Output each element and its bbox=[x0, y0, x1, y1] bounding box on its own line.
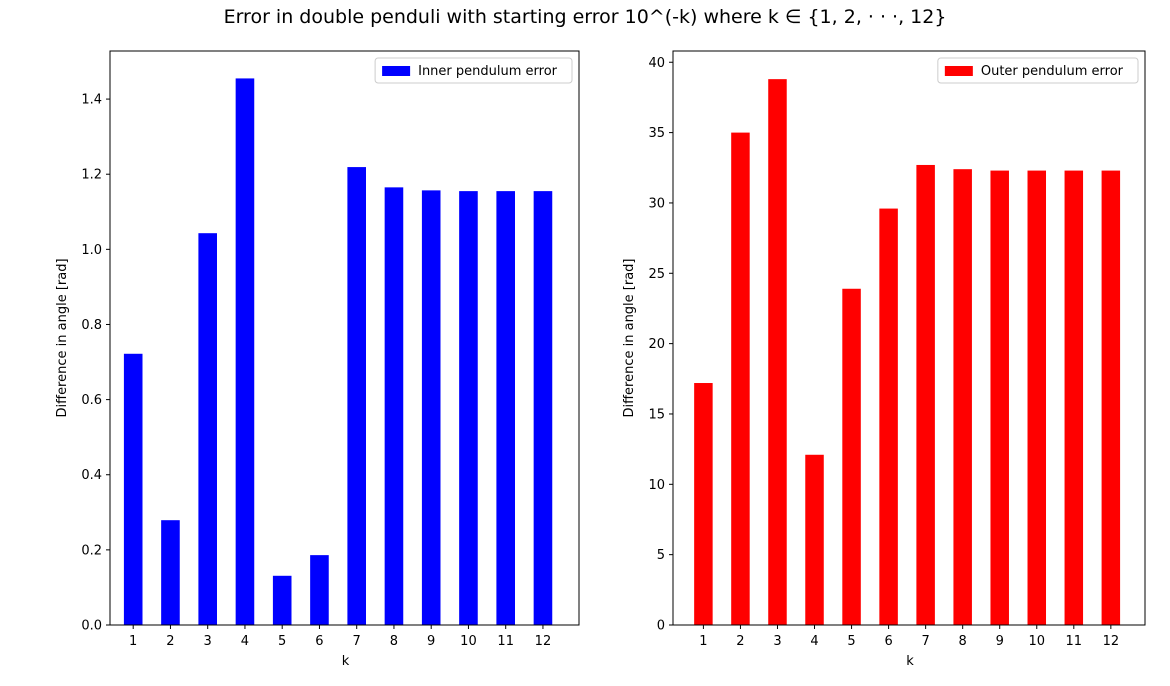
legend-swatch bbox=[382, 66, 411, 76]
y-tick-label: 5 bbox=[657, 548, 665, 563]
bar-k6 bbox=[310, 555, 329, 625]
y-tick-label: 30 bbox=[648, 196, 665, 211]
bar-k3 bbox=[198, 233, 217, 625]
bar-k10 bbox=[459, 191, 478, 625]
x-tick-label: 10 bbox=[460, 634, 477, 649]
x-tick-label: 4 bbox=[241, 634, 249, 649]
x-tick-label: 12 bbox=[535, 634, 552, 649]
y-tick-label: 0 bbox=[657, 619, 665, 634]
bar-k1 bbox=[694, 383, 713, 625]
x-tick-label: 4 bbox=[810, 634, 818, 649]
bar-k12 bbox=[533, 191, 553, 625]
legend-box bbox=[937, 57, 1139, 84]
bar-k4 bbox=[235, 78, 255, 626]
y-tick-label: 0.4 bbox=[81, 468, 102, 483]
bar-k1 bbox=[123, 353, 143, 625]
plot-frame bbox=[672, 50, 1146, 626]
bar-k7 bbox=[916, 164, 935, 625]
x-tick-label: 11 bbox=[497, 634, 514, 649]
y-tick-label: 40 bbox=[648, 56, 665, 71]
bar-k9 bbox=[421, 190, 441, 625]
bar-k3 bbox=[768, 79, 787, 625]
y-tick-label: 0.6 bbox=[81, 393, 102, 408]
x-axis-label: k bbox=[342, 654, 350, 669]
chart-panel-2: 1 2 3 4 5 6 7 8 9 10 11 120510152025303540kDifferen… bbox=[622, 50, 1146, 669]
x-axis-label: k bbox=[906, 654, 914, 669]
y-tick-label: 0.2 bbox=[81, 543, 102, 558]
bar-k8 bbox=[953, 169, 972, 625]
y-tick-label: 35 bbox=[648, 126, 665, 141]
x-tick-label: 1 bbox=[699, 634, 707, 649]
x-tick-label: 7 bbox=[353, 634, 361, 649]
legend-label: Outer pendulum error bbox=[981, 64, 1124, 79]
y-axis-label: Difference in angle [rad] bbox=[55, 258, 70, 417]
x-tick-label: 2 bbox=[166, 634, 174, 649]
bar-k4 bbox=[805, 454, 824, 625]
x-tick-label: 3 bbox=[773, 634, 781, 649]
x-tick-label: 8 bbox=[959, 634, 967, 649]
legend-swatch bbox=[944, 66, 973, 76]
x-tick-label: 12 bbox=[1103, 634, 1120, 649]
bar-k11 bbox=[1064, 170, 1084, 625]
y-axis-label: Difference in angle [rad] bbox=[622, 258, 637, 417]
bar-k6 bbox=[879, 208, 898, 625]
x-tick-label: 11 bbox=[1066, 634, 1083, 649]
bar-k9 bbox=[990, 170, 1009, 625]
y-tick-label: 1.2 bbox=[81, 168, 102, 183]
y-tick-label: 10 bbox=[648, 478, 665, 493]
y-tick-label: 0.8 bbox=[81, 318, 102, 333]
bar-k2 bbox=[731, 132, 750, 625]
bar-k11 bbox=[496, 191, 515, 625]
bar-k5 bbox=[272, 575, 292, 625]
legend: Outer pendulum error bbox=[937, 57, 1139, 84]
y-tick-label: 25 bbox=[648, 267, 665, 282]
chart-panel-1: 1 2 3 4 5 6 7 8 9 10 11 120.00.20.40.60.81.01.21.4k… bbox=[55, 50, 580, 669]
x-tick-label: 6 bbox=[315, 634, 323, 649]
x-tick-label: 3 bbox=[204, 634, 212, 649]
bar-k12 bbox=[1101, 170, 1121, 625]
x-tick-label: 9 bbox=[996, 634, 1004, 649]
bar-k2 bbox=[161, 520, 180, 625]
plot-frame bbox=[109, 50, 580, 626]
y-tick-label: 0.0 bbox=[81, 619, 102, 634]
y-tick-label: 15 bbox=[648, 407, 665, 422]
figure-title: Error in double penduli with starting er… bbox=[223, 6, 947, 28]
x-tick-label: 7 bbox=[921, 634, 929, 649]
legend-box bbox=[374, 57, 573, 84]
legend-label: Inner pendulum error bbox=[418, 64, 558, 79]
y-tick-label: 1.4 bbox=[81, 93, 102, 108]
y-tick-label: 1.0 bbox=[81, 243, 102, 258]
x-tick-label: 2 bbox=[736, 634, 744, 649]
bar-k7 bbox=[347, 167, 366, 625]
bar-k5 bbox=[842, 288, 861, 625]
x-tick-label: 5 bbox=[847, 634, 855, 649]
x-tick-label: 10 bbox=[1028, 634, 1045, 649]
x-tick-label: 8 bbox=[390, 634, 398, 649]
bar-k10 bbox=[1027, 170, 1047, 625]
x-tick-label: 6 bbox=[884, 634, 892, 649]
x-tick-label: 5 bbox=[278, 634, 286, 649]
x-tick-label: 9 bbox=[427, 634, 435, 649]
bar-k8 bbox=[384, 187, 404, 626]
legend: Inner pendulum error bbox=[374, 57, 573, 84]
x-tick-label: 1 bbox=[129, 634, 137, 649]
y-tick-label: 20 bbox=[648, 337, 665, 352]
